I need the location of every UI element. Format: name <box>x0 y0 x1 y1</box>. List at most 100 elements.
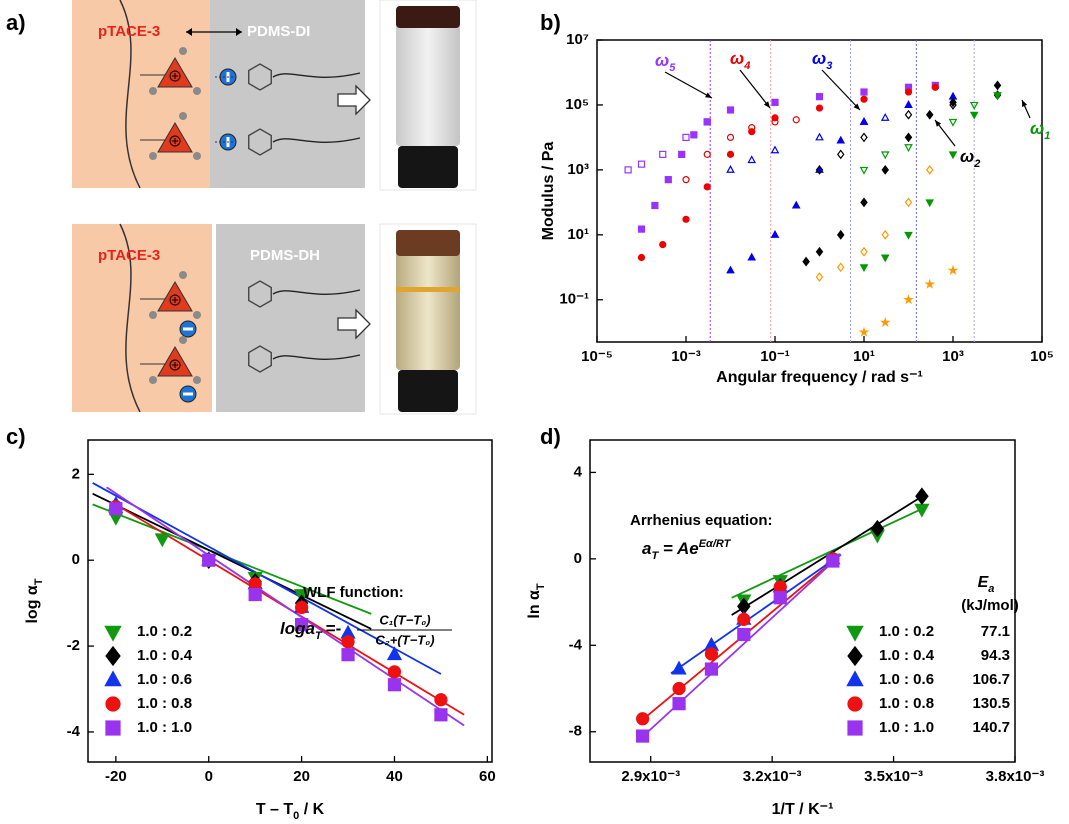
marker <box>791 200 801 209</box>
legend-label: 1.0 : 0.4 <box>879 647 935 664</box>
legend-label: 1.0 : 0.4 <box>137 647 193 664</box>
legend-label: 1.0 : 0.6 <box>137 671 192 688</box>
marker <box>202 553 216 567</box>
chain <box>272 137 361 143</box>
marker <box>836 135 846 144</box>
marker <box>836 229 845 240</box>
plus-sign <box>172 73 178 79</box>
vial <box>396 6 460 146</box>
fit-line <box>106 486 465 727</box>
marker <box>859 264 869 273</box>
y-tick-label: 2 <box>72 465 80 482</box>
marker <box>703 183 711 191</box>
marker <box>659 240 667 249</box>
y-tick-label: 0 <box>574 550 582 567</box>
marker <box>860 88 868 96</box>
panel-label: c) <box>6 424 26 449</box>
annotation-symbol: ω <box>812 49 826 68</box>
legend-header: Ea <box>978 574 995 595</box>
marker <box>904 132 913 143</box>
marker <box>969 101 979 110</box>
y-tick-label: 10⁵ <box>565 96 589 113</box>
marker <box>826 554 840 568</box>
marker <box>881 164 889 175</box>
marker <box>341 648 355 662</box>
substituent <box>179 271 187 279</box>
x-axis-label: T – T0 / K <box>256 801 325 822</box>
cap <box>398 146 458 188</box>
panel-label: a) <box>6 10 26 35</box>
marker <box>915 487 929 505</box>
formula-sign: =- <box>326 619 342 638</box>
annotation-subscript: 5 <box>669 62 676 74</box>
y-axis-label-text: ln α <box>526 590 543 619</box>
vial-top <box>396 230 460 256</box>
x-tick-label: -20 <box>105 768 127 785</box>
plot-frame <box>596 39 1043 343</box>
marker <box>726 150 735 158</box>
fit-line <box>670 553 842 675</box>
legend-value: 94.3 <box>981 647 1010 664</box>
formula-rhs: = Ae <box>658 539 698 558</box>
substituent <box>149 87 157 95</box>
marker <box>880 254 890 263</box>
y-tick-label: 10³ <box>567 161 589 178</box>
marker <box>747 155 757 164</box>
partner-label: PDMS-DH <box>250 247 320 264</box>
marker <box>434 693 448 707</box>
x-tick-label: 0 <box>205 768 213 785</box>
substituent <box>149 376 157 384</box>
annotation-symbol: ω <box>960 147 974 166</box>
benzene <box>248 128 272 156</box>
marker <box>703 118 711 126</box>
marker <box>295 618 309 632</box>
plus <box>169 359 181 371</box>
marker <box>747 252 757 261</box>
cation <box>157 281 193 312</box>
marker <box>637 225 646 233</box>
y-axis-label-sub: T <box>535 583 547 590</box>
substituent <box>193 376 201 384</box>
x-tick-label: 3.5x10⁻³ <box>864 768 923 785</box>
legend-value: 106.7 <box>972 671 1010 688</box>
marker <box>860 197 868 208</box>
legend-value: 77.1 <box>981 623 1010 640</box>
x-axis-label-after: / K <box>299 801 324 818</box>
marker <box>154 533 170 548</box>
marker <box>748 124 756 132</box>
cation <box>157 346 193 377</box>
legend-label: 1.0 : 1.0 <box>879 719 934 736</box>
marker <box>815 132 824 141</box>
x-tick-label: 10⁻¹ <box>760 348 790 365</box>
marker <box>704 647 719 661</box>
marker <box>682 176 690 184</box>
marker <box>904 231 913 240</box>
annotation-symbol: ω <box>730 49 744 68</box>
legend-marker <box>105 696 121 712</box>
x-tick-label: 10⁻⁵ <box>581 348 613 365</box>
legend-marker <box>847 645 863 667</box>
x-tick-label: 2.9x10⁻³ <box>621 768 680 785</box>
annotation: ω2 <box>960 147 980 169</box>
y-tick-label: 10⁷ <box>566 31 589 48</box>
marker <box>948 151 958 160</box>
marker <box>671 660 687 675</box>
marker <box>726 165 735 173</box>
marker <box>637 160 646 168</box>
marker <box>880 151 890 160</box>
marker <box>948 118 958 127</box>
annotation-subscript: 1 <box>1044 130 1050 142</box>
fit-line <box>92 492 372 630</box>
x-axis-label-text: T – T <box>256 801 294 818</box>
legend-marker <box>847 720 863 736</box>
marker <box>815 246 824 257</box>
marker <box>682 215 690 223</box>
y-tick-label: 10⁻¹ <box>559 291 589 308</box>
marker <box>931 83 939 91</box>
marker <box>925 199 935 208</box>
legend-label: 1.0 : 0.8 <box>879 695 934 712</box>
marker <box>815 104 824 112</box>
legend-marker <box>846 625 864 642</box>
legend-label: 1.0 : 0.2 <box>879 623 934 640</box>
y-tick-label: -4 <box>67 723 81 740</box>
